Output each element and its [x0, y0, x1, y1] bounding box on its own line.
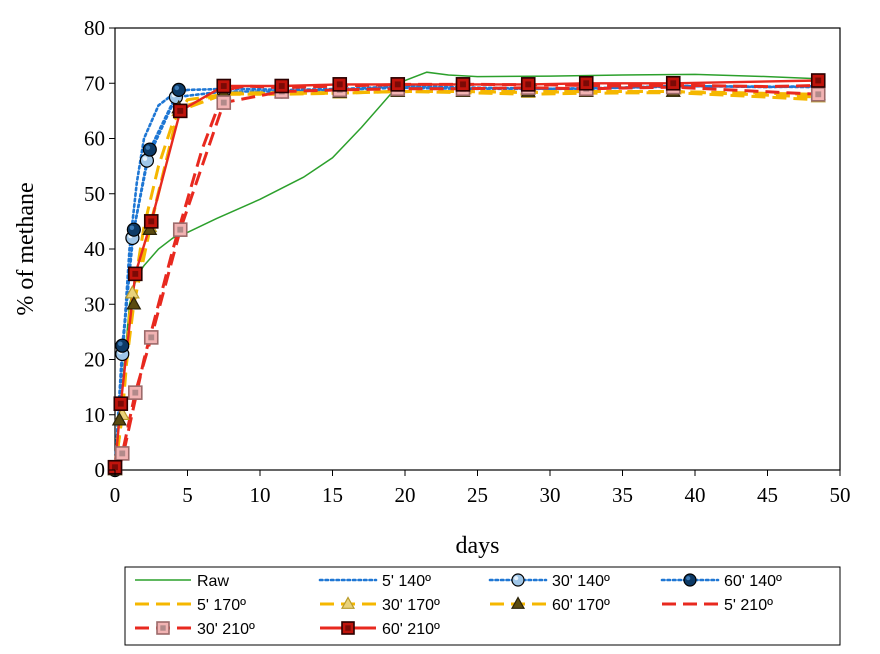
marker-s5-2	[124, 284, 140, 299]
marker-s3-2	[126, 222, 141, 237]
y-tick-label-5: 50	[84, 182, 105, 206]
marker-s6-2	[126, 295, 142, 310]
x-tick-label-9: 45	[757, 483, 778, 507]
legend-item-8: 30' 210º	[135, 621, 255, 638]
marker-s8-1	[114, 446, 130, 461]
legend-item-4: 5' 170º	[135, 597, 246, 614]
legend-label-4: 5' 170º	[197, 597, 246, 614]
y-tick-label-4: 40	[84, 237, 105, 261]
marker-s9-7	[332, 77, 348, 92]
marker-s3-3	[142, 142, 157, 157]
y-tick-label-0: 0	[95, 458, 106, 482]
y-tick-label-8: 80	[84, 16, 105, 40]
marker-s9-1	[113, 396, 129, 412]
y-tick-label-3: 30	[84, 292, 105, 316]
legend-label-6: 60' 170º	[552, 597, 610, 614]
y-tick-label-1: 10	[84, 403, 105, 427]
legend-label-3: 60' 140º	[724, 573, 782, 590]
x-tick-label-10: 50	[830, 483, 851, 507]
marker-layer	[107, 73, 826, 478]
x-axis-title: days	[456, 533, 500, 559]
series-line-6	[113, 90, 819, 471]
legend-label-1: 5' 140º	[382, 573, 431, 590]
marker-s9-3	[143, 214, 159, 229]
legend-label-9: 60' 210º	[382, 621, 440, 638]
plot-area	[114, 27, 841, 471]
x-tick-label-4: 20	[395, 483, 416, 507]
legend-label-0: Raw	[197, 573, 229, 590]
legend-label-8: 30' 210º	[197, 621, 255, 638]
marker-s2-3	[139, 153, 154, 168]
legend-marker-5	[340, 596, 356, 609]
legend-label-5: 30' 170º	[382, 597, 440, 614]
marker-s8-4	[172, 222, 188, 237]
marker-s9-13	[810, 73, 826, 88]
legend-item-3: 60' 140º	[660, 573, 782, 590]
marker-s9-12	[665, 75, 681, 91]
series-line-9	[113, 79, 819, 468]
marker-s8-5	[216, 95, 232, 110]
marker-s8-13	[810, 87, 826, 102]
x-tick-label-0: 0	[110, 483, 121, 507]
x-tick-label-3: 15	[322, 483, 343, 507]
x-tick-label-1: 5	[182, 483, 193, 507]
y-tick-label-2: 20	[84, 348, 105, 372]
y-tick-label-7: 70	[84, 71, 105, 95]
legend-item-2: 30' 140º	[488, 573, 610, 590]
marker-s9-4	[172, 103, 188, 119]
x-tick-label-6: 30	[540, 483, 561, 507]
legend-marker-8	[156, 621, 170, 635]
legend-item-7: 5' 210º	[662, 597, 773, 614]
axes-layer: 0 5 10 15 20 25 30 35 40 45 50 0 10 20 30 40 50 60 70 80	[84, 16, 851, 507]
legend-item-1: 5' 140º	[318, 573, 431, 590]
x-tick-label-7: 35	[612, 483, 633, 507]
legend-box	[124, 566, 841, 646]
marker-s9-5	[216, 78, 232, 94]
y-axis-title: % of methane	[13, 182, 39, 315]
legend-marker-3	[683, 573, 697, 587]
marker-s6-1	[111, 412, 127, 426]
marker-s8-3	[143, 330, 159, 345]
legend-marker-9	[341, 621, 355, 635]
legend: Raw 5' 140º 30' 140º 60' 140º 5' 170º 30' 170…	[124, 566, 841, 646]
legend-label-7: 5' 210º	[724, 597, 773, 614]
x-tick-label-2: 10	[250, 483, 271, 507]
x-tick-label-5: 25	[467, 483, 488, 507]
y-tick-label-6: 60	[84, 127, 105, 151]
legend-item-9: 60' 210º	[320, 621, 440, 638]
marker-s8-2	[128, 385, 143, 400]
x-tick-label-8: 40	[685, 483, 706, 507]
legend-marker-6	[510, 596, 526, 609]
legend-item-5: 30' 170º	[320, 596, 440, 614]
marker-s3-1	[115, 338, 130, 353]
marker-s3-4	[171, 82, 186, 97]
series-line-8	[113, 85, 819, 468]
marker-s9-11	[578, 75, 594, 91]
legend-item-6: 60' 170º	[490, 596, 610, 614]
marker-s9-2	[128, 266, 143, 282]
marker-s9-6	[274, 78, 290, 94]
marker-s9-9	[455, 77, 471, 92]
marker-s9-10	[520, 77, 536, 92]
legend-item-0: Raw	[135, 573, 229, 590]
marker-s9-8	[390, 77, 406, 92]
plot-frame	[114, 27, 841, 471]
legend-label-2: 30' 140º	[552, 573, 610, 590]
legend-marker-2	[511, 573, 525, 587]
